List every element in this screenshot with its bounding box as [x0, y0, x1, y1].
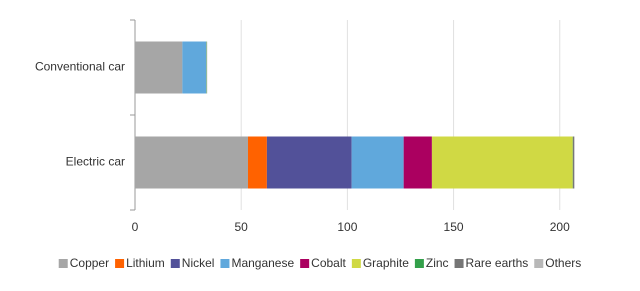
legend-label: Graphite [363, 256, 409, 270]
x-tick-label: 0 [132, 220, 139, 234]
legend-label: Rare earths [466, 256, 529, 270]
legend-label: Nickel [182, 256, 215, 270]
bar-segment [431, 136, 573, 189]
legend: Copper Lithium Nickel Manganese Cobalt Graphi… [58, 256, 581, 270]
x-tick-label: 50 [235, 220, 249, 234]
legend-label: Lithium [126, 256, 165, 270]
legend-swatch [170, 259, 180, 268]
x-tick-label: 200 [550, 220, 570, 234]
bar-segment [135, 41, 183, 94]
legend-swatch [300, 259, 310, 268]
bar-segment [266, 136, 352, 189]
legend-swatch [534, 259, 544, 268]
legend-label: Copper [70, 256, 109, 270]
legend-swatch [351, 259, 361, 268]
x-tick-label: 100 [337, 220, 357, 234]
legend-swatch [115, 259, 125, 268]
legend-swatch [58, 259, 68, 268]
bar-segment [182, 41, 207, 94]
legend-swatch [414, 259, 424, 268]
y-tick-label: Conventional car [35, 60, 125, 74]
bar-segment [206, 41, 208, 94]
bar-segment [403, 136, 432, 189]
bar-segment [135, 136, 248, 189]
y-tick-label: Electric car [66, 155, 125, 169]
legend-label: Zinc [426, 256, 449, 270]
bar-segment [572, 136, 574, 189]
bar-segment [247, 136, 267, 189]
legend-label: Manganese [231, 256, 294, 270]
legend-swatch [220, 259, 230, 268]
legend-label: Cobalt [311, 256, 346, 270]
bar-segment [573, 136, 575, 189]
legend-label: Others [545, 256, 581, 270]
x-tick-label: 150 [444, 220, 464, 234]
legend-swatch [454, 259, 464, 268]
bar-segment [351, 136, 404, 189]
